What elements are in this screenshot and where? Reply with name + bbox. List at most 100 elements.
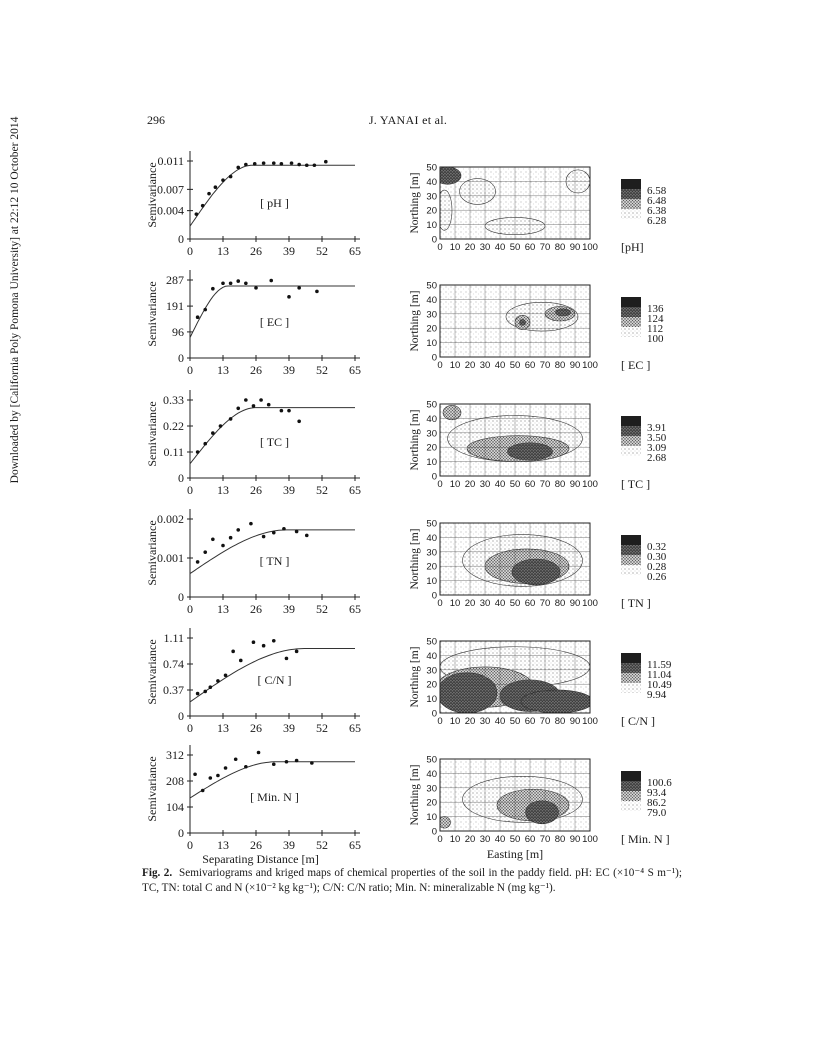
data-point [193,772,197,777]
map-y-tick-label: 10 [426,338,437,349]
semivariogram-tc: 0 13 26 39 52 65 0 0.11 0.22 0.33 Semivariance [ TC… [145,390,361,497]
data-point [304,533,309,538]
map-x-tick-label: 40 [495,479,506,490]
spherical-model-curve [189,761,355,799]
page-number: 296 [147,113,165,127]
map-x-tick-label: 50 [510,360,521,371]
legend-value: 0.32 [647,541,666,553]
y-tick-label: 0.33 [163,393,184,407]
map-x-tick-label: 10 [450,716,461,727]
semivariogram-panels: 0 13 26 39 52 6500.0040.0070.011Semivariance[… [145,151,361,866]
legend-swatch [621,781,641,791]
map-tc: 0 10 20 30 40 50 60 70 80 90 10001020304050Northin… [409,400,667,492]
legend-swatch [621,673,641,683]
map-label: [ TC ] [621,477,650,491]
map-y-tick-label: 10 [426,220,437,231]
map-x-tick-label: 50 [510,479,521,490]
map-y-tick-label: 40 [426,533,437,544]
map-x-tick-label: 0 [437,242,442,253]
map-y-tick-label: 10 [426,576,437,587]
map-x-tick-label: 100 [582,834,598,845]
y-tick-label: 0 [178,232,184,246]
data-point [231,649,235,654]
x-tick-label: 52 [316,483,328,497]
data-point [228,417,233,421]
map-x-tick-label: 0 [437,360,442,371]
map-tn: 0 10 20 30 40 50 60 70 80 90 10001020304050Northin… [409,519,667,611]
contour-zone [459,178,496,205]
semivariogram-cn: 0 13 26 39 52 65 0 0.37 0.74 1.11 Semivariance [ C/… [145,628,361,735]
map-y-axis-label: Northing [m] [409,290,421,351]
map-y-tick-label: 20 [426,680,437,691]
map-y-tick-label: 40 [426,414,437,425]
data-point [203,550,208,554]
x-tick-label: 52 [316,602,328,616]
map-x-tick-label: 40 [495,834,506,845]
map-x-tick-label: 100 [582,242,598,253]
map-y-tick-label: 10 [426,694,437,705]
data-point [279,162,284,166]
y-axis-label: Semivariance [145,520,159,585]
data-point [228,535,233,540]
map-x-tick-label: 30 [480,242,491,253]
legend-value: 11.04 [647,669,672,681]
data-point [244,398,248,402]
data-point [315,289,319,294]
legend-value: 93.4 [647,787,667,799]
y-axis-label: Semivariance [145,281,159,346]
caption-label: Fig. 2. [142,867,173,879]
map-x-tick-label: 10 [450,360,461,371]
data-point [284,656,289,661]
map-x-tick-label: 20 [465,479,476,490]
map-x-tick-label: 80 [555,360,566,371]
x-tick-label: 0 [187,602,193,616]
map-legend: 0.320.300.280.26 [621,535,667,583]
map-x-tick-label: 40 [495,598,506,609]
panel-label: [ TC ] [260,435,289,449]
data-point [238,658,243,663]
map-y-tick-label: 10 [426,457,437,468]
legend-value: 86.2 [647,797,666,809]
map-y-tick-label: 20 [426,562,437,573]
data-point [213,185,218,190]
x-tick-label: 26 [250,602,262,616]
map-x-tick-label: 20 [465,834,476,845]
legend-swatch [621,189,641,199]
legend-swatch [621,179,641,189]
map-label: [ C/N ] [621,714,655,728]
map-legend: 100.693.486.279.0 [621,771,672,819]
map-x-tick-label: 30 [480,716,491,727]
data-point [266,402,271,407]
data-point [195,450,200,454]
y-tick-label: 0 [178,471,184,485]
map-frame [439,284,591,358]
contour-zone [440,672,498,713]
map-label: [ Min. N ] [621,832,670,846]
map-y-axis-label: Northing [m] [409,646,421,707]
map-x-tick-label: 60 [525,598,536,609]
legend-swatch [621,199,641,209]
legend-swatch [621,317,641,327]
contour-zone [511,558,561,586]
data-point [279,408,284,413]
map-y-tick-label: 0 [432,472,437,483]
map-x-tick-label: 10 [450,242,461,253]
legend-value: 0.28 [647,561,667,573]
y-tick-label: 0 [178,351,184,365]
x-tick-label: 39 [283,602,295,616]
data-point [203,307,208,312]
map-x-tick-label: 100 [582,479,598,490]
data-point [200,203,205,208]
y-tick-label: 0.74 [163,657,184,671]
x-tick-label: 26 [250,838,262,852]
legend-swatch [621,209,641,219]
map-x-tick-label: 60 [525,834,536,845]
data-point [259,398,263,402]
legend-swatch [621,565,641,575]
map-ph: 0 10 20 30 40 50 60 70 80 90 10001020304050Northin… [409,163,667,255]
map-x-tick-label: 10 [450,479,461,490]
map-y-tick-label: 50 [426,637,437,648]
legend-swatch [621,535,641,545]
x-tick-label: 39 [283,363,295,377]
